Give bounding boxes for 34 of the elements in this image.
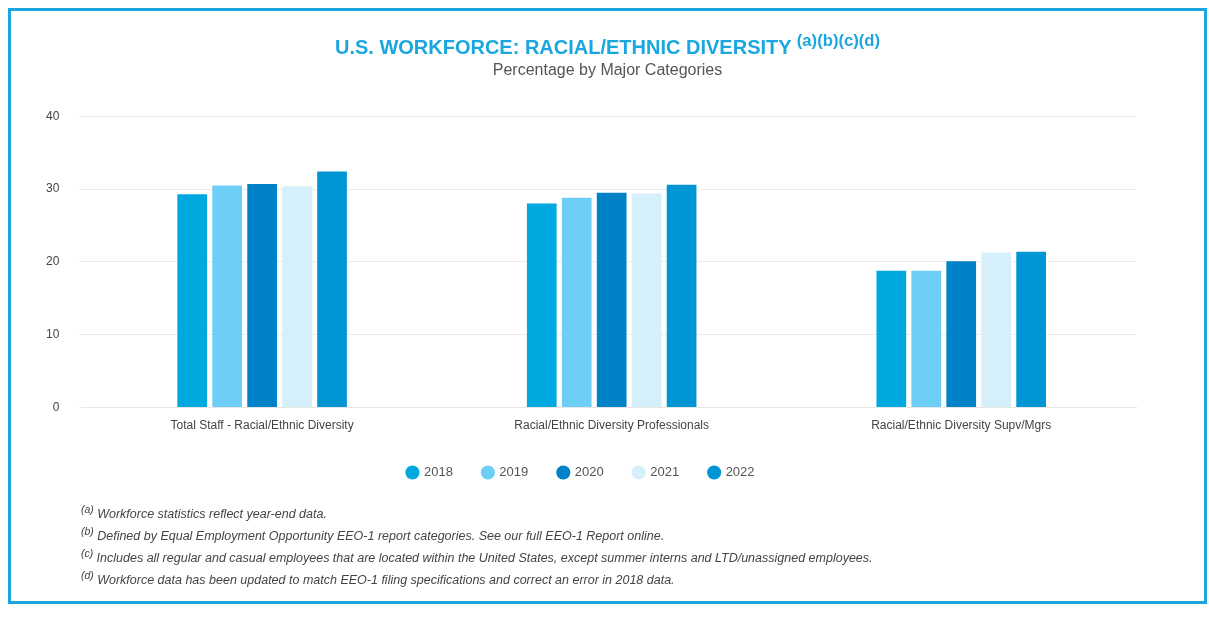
legend-label: 2020 [574, 463, 604, 479]
x-tick-label: Racial/Ethnic Diversity Supv/Mgrs [871, 417, 1052, 432]
chart-title: U.S. WORKFORCE: RACIAL/ETHNIC DIVERSITY $^{(a)(b)(c)(d)}$ [333, 31, 882, 59]
bar [317, 171, 347, 407]
text: $^{(d)}$ Workforce data has been updated to match EEO-1 filing specifications and correct an error in 2018 data. [81, 569, 676, 590]
bar [526, 203, 557, 407]
text: $^{(a)}$ Workforce statistics reflect year-end data. [81, 502, 328, 523]
y-tick-label: 40 [45, 108, 60, 123]
text: $^{(b)}$ Defined by Equal Employment Opportunity EEO-1 report categories. See our full EEO-1 Report online. [81, 524, 666, 545]
bar [177, 193, 208, 407]
bar [561, 197, 592, 407]
bar [596, 192, 627, 407]
x-tick-label: Racial/Ethnic Diversity Professionals [514, 417, 710, 432]
y-tick-label: 30 [45, 181, 60, 196]
legend-label: 2018 [423, 463, 453, 479]
legend-label: 2021 [650, 463, 680, 479]
bar [631, 193, 662, 407]
bar [876, 270, 907, 407]
chart-subtitle: Percentage by Major Categories [491, 60, 724, 79]
bar [666, 184, 697, 407]
x-tick-label: Total Staff - Racial/Ethnic Diversity [170, 417, 354, 432]
text: $^{(c)}$ Includes all regular and casual employees that are located within the United States, except summer interns and LTD/unassigned employees. [81, 546, 874, 568]
bar [911, 270, 942, 407]
bar [247, 183, 277, 407]
y-tick-label: 20 [45, 253, 60, 268]
bar [981, 252, 1012, 407]
bar [212, 185, 243, 407]
bar [282, 185, 312, 407]
y-tick-label: 10 [45, 326, 60, 341]
bar [1016, 251, 1046, 407]
y-tick-label: 0 [52, 399, 60, 414]
legend-label: 2022 [725, 463, 755, 479]
bar [946, 260, 977, 407]
legend-label: 2019 [499, 463, 529, 479]
